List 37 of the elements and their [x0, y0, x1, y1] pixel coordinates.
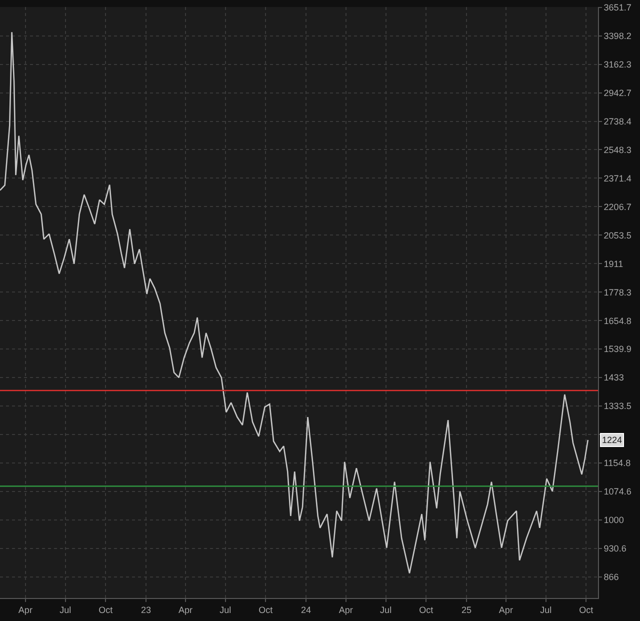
y-tick-label: 2548.3 — [604, 144, 632, 155]
x-tick-label: 24 — [301, 604, 312, 615]
x-tick-label: Apr — [338, 604, 353, 615]
x-tick-label: Apr — [498, 604, 513, 615]
x-tick-label: Jul — [380, 604, 392, 615]
y-tick-label: 2942.7 — [604, 88, 632, 98]
y-tick-label: 1333.5 — [604, 401, 632, 412]
x-tick-label: Apr — [18, 604, 32, 615]
annotation: 1224 — [602, 435, 622, 445]
y-tick-label: 1000 — [604, 515, 624, 526]
y-tick-label: 930.6 — [604, 544, 626, 554]
y-tick-label: 1911 — [604, 258, 624, 269]
y-tick-label: 1539.9 — [604, 344, 632, 354]
y-tick-label: 1778.3 — [604, 287, 632, 298]
x-tick-label: 23 — [140, 604, 151, 615]
y-tick-label: 3398.2 — [604, 30, 632, 41]
y-tick-label: 3651.7 — [604, 2, 632, 13]
x-tick-label: Oct — [258, 604, 274, 615]
x-tick-label: Jul — [220, 604, 232, 615]
y-tick-label: 3162.3 — [604, 59, 632, 70]
line-series — [0, 31, 589, 574]
x-tick-label: Apr — [178, 604, 192, 615]
y-tick-label: 2053.5 — [604, 230, 632, 240]
y-tick-label: 1433 — [604, 372, 624, 383]
y-tick-label: 2371.4 — [604, 173, 632, 184]
y-tick-label: 1154.8 — [604, 458, 631, 468]
x-tick-label: Jul — [60, 604, 72, 615]
y-tick-label: 2206.7 — [604, 202, 632, 212]
y-tick-label: 2738.4 — [604, 116, 632, 126]
y-tick-label: 866 — [604, 572, 619, 582]
y-tick-label: 1074.6 — [604, 486, 632, 497]
y-tick-label: 1654.8 — [604, 316, 632, 326]
x-tick-label: 25 — [461, 604, 472, 615]
x-tick-label: Jul — [540, 604, 552, 615]
x-tick-label: Oct — [579, 604, 594, 615]
x-tick-label: Oct — [98, 604, 114, 615]
x-tick-label: Oct — [419, 604, 434, 615]
